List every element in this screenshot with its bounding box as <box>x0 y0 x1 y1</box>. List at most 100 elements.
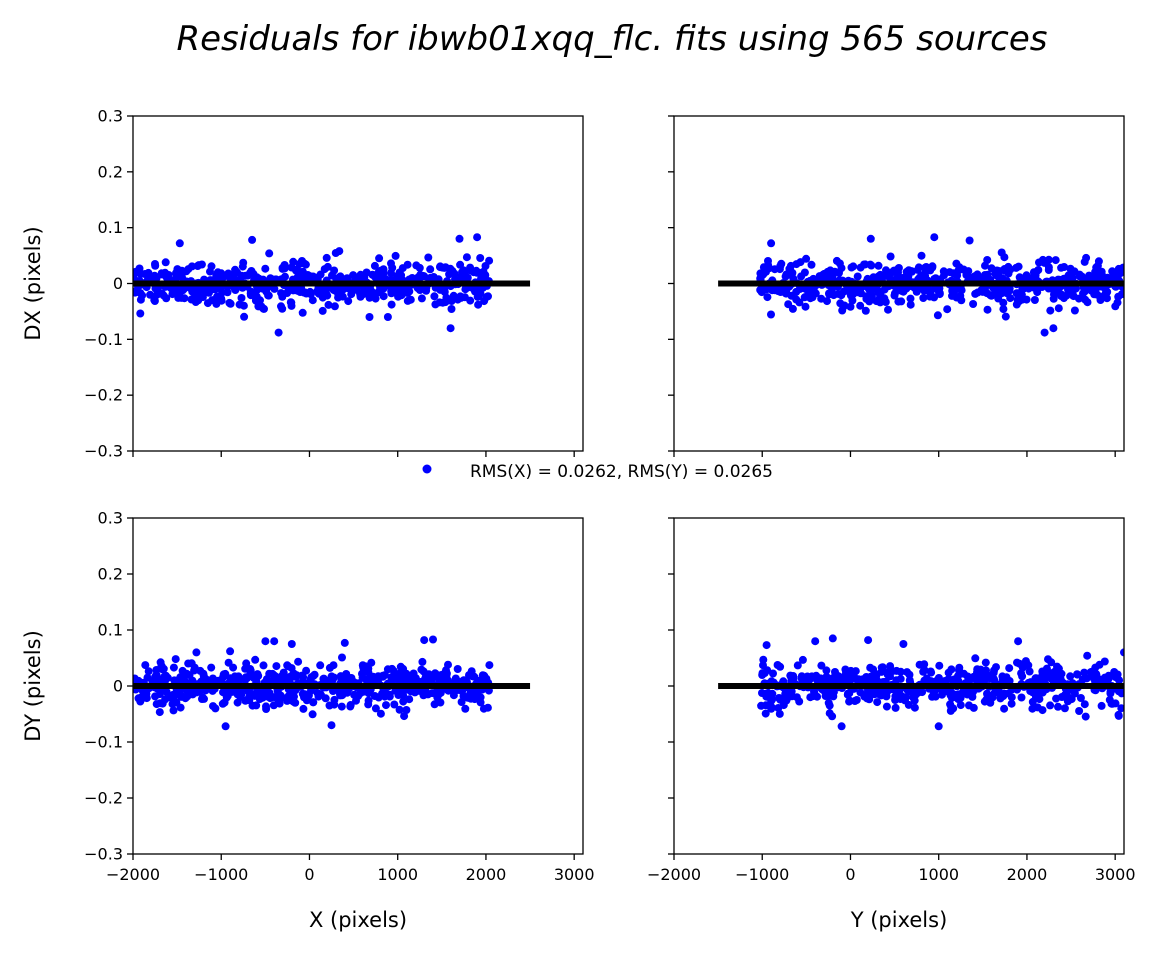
scatter-point <box>365 313 374 321</box>
scatter-point <box>453 665 462 673</box>
scatter-point <box>281 272 289 281</box>
scatter-point <box>376 709 385 718</box>
x-tick-label: 1000 <box>377 865 418 884</box>
scatter-point <box>1004 262 1013 271</box>
scatter-point <box>447 297 456 305</box>
scatter-point <box>920 660 929 669</box>
scatter-point <box>792 260 801 269</box>
scatter-point <box>877 691 886 700</box>
scatter-point <box>1007 699 1016 708</box>
scatter-point <box>845 697 854 706</box>
scatter-point <box>292 671 301 680</box>
scatter-point <box>178 666 187 675</box>
scatter-point <box>1101 676 1110 685</box>
scatter-point <box>1085 271 1094 280</box>
scatter-point <box>987 291 996 300</box>
scatter-point <box>837 722 846 731</box>
scatter-point <box>424 253 433 262</box>
scatter-point <box>218 699 227 708</box>
scatter-point <box>330 700 339 709</box>
scatter-point <box>825 289 833 298</box>
scatter-point <box>300 288 309 297</box>
scatter-point <box>847 263 856 272</box>
y-axis-label: DY (pixels) <box>21 630 45 742</box>
scatter-point <box>947 703 956 712</box>
scatter-point <box>243 674 252 682</box>
scatter-point <box>177 266 186 275</box>
scatter-point <box>945 268 954 277</box>
scatter-point <box>336 272 345 281</box>
scatter-point <box>994 294 1003 303</box>
scatter-point <box>921 271 930 280</box>
scatter-point <box>970 272 979 281</box>
scatter-point <box>270 637 279 646</box>
scatter-point <box>1066 672 1075 681</box>
scatter-point <box>856 688 865 697</box>
scatter-point <box>1083 651 1092 660</box>
scatter-point <box>441 263 450 272</box>
scatter-point <box>906 300 915 309</box>
scatter-point <box>298 308 307 317</box>
y-tick-label: 0 <box>113 677 123 696</box>
scatter-point <box>797 272 806 281</box>
scatter-point <box>287 298 296 307</box>
scatter-point <box>1030 296 1039 304</box>
scatter-point <box>451 674 460 683</box>
scatter-point <box>831 674 840 683</box>
scatter-point <box>136 270 145 278</box>
scatter-point <box>479 704 488 713</box>
scatter-point <box>400 712 409 721</box>
scatter-point <box>203 299 212 308</box>
scatter-point <box>456 292 465 301</box>
scatter-point <box>287 664 296 673</box>
scatter-point <box>301 260 310 269</box>
scatter-point <box>1117 704 1124 713</box>
scatter-point <box>981 658 990 667</box>
scatter-point <box>902 284 911 293</box>
scatter-point <box>926 667 935 676</box>
scatter-point <box>405 695 414 704</box>
scatter-point <box>362 268 371 277</box>
scatter-point <box>343 274 352 283</box>
scatter-point <box>136 295 145 304</box>
scatter-point <box>759 655 768 664</box>
scatter-point <box>169 663 178 672</box>
scatter-point <box>324 300 333 309</box>
plot-area <box>718 634 1124 731</box>
scatter-point <box>420 675 429 684</box>
scatter-point <box>318 306 327 315</box>
x-tick-label: 3000 <box>554 865 595 884</box>
scatter-point <box>835 268 843 277</box>
scatter-point <box>1111 673 1120 682</box>
x-tick-label: 3000 <box>1095 865 1136 884</box>
scatter-point <box>944 668 953 677</box>
scatter-point <box>192 648 201 657</box>
scatter-point <box>792 287 801 296</box>
scatter-point <box>336 672 345 681</box>
x-tick-label: −1000 <box>194 865 248 884</box>
scatter-point <box>283 696 292 705</box>
scatter-point <box>891 703 900 712</box>
scatter-point <box>336 690 344 699</box>
scatter-point <box>948 291 956 300</box>
scatter-point <box>387 269 395 277</box>
scatter-point <box>309 272 318 281</box>
scatter-point <box>299 673 308 682</box>
scatter-point <box>375 254 384 263</box>
scatter-point <box>485 256 494 265</box>
scatter-point <box>1094 257 1103 266</box>
scatter-point <box>430 292 439 301</box>
scatter-point <box>144 667 153 676</box>
scatter-point <box>422 286 431 295</box>
subplot-dx-vs-x: −0.3 −0.2 −0.1 0 0.1 0.2 0.3 DX (pixels) <box>21 107 584 461</box>
scatter-point <box>233 698 242 707</box>
scatter-point <box>474 300 483 309</box>
scatter-point <box>881 298 890 306</box>
y-tick-label: 0.1 <box>98 621 123 640</box>
scatter-point <box>346 674 354 683</box>
scatter-point <box>287 640 296 648</box>
scatter-point <box>367 672 376 681</box>
scatter-point <box>1025 667 1034 676</box>
scatter-point <box>399 664 408 673</box>
scatter-point <box>330 302 339 311</box>
